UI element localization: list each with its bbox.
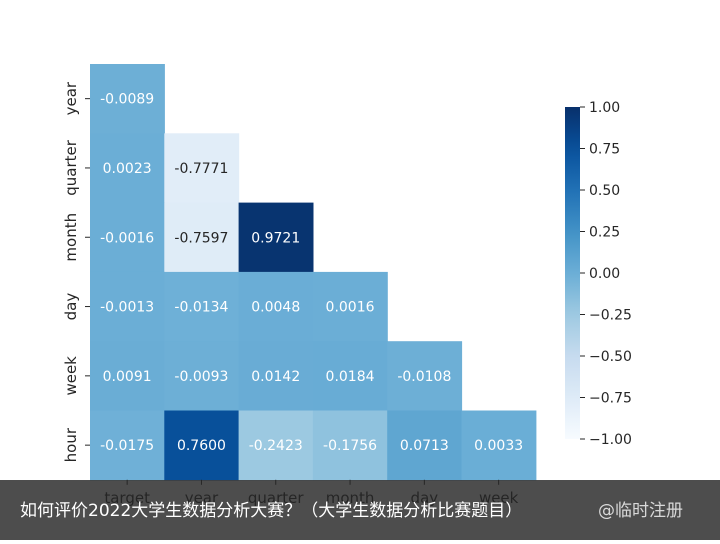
colorbar-tick-label: 0.50	[589, 183, 620, 199]
cell-value-label: -0.7597	[174, 230, 228, 246]
cell-value-label: -0.2423	[249, 438, 303, 454]
heatmap-cell	[312, 271, 388, 342]
heatmap-cell	[90, 202, 165, 273]
y-tick-label: month	[62, 213, 80, 262]
cell-value-label: 0.0023	[103, 161, 152, 177]
cell-value-label: 0.0184	[326, 369, 375, 385]
heatmap-cell	[90, 341, 165, 412]
cell-value-label: -0.7771	[174, 161, 228, 177]
cell-value-label: 0.0142	[251, 369, 300, 385]
caption-title: 如何评价2022大学生数据分析大赛？（大学生数据分析比赛题目）	[20, 501, 523, 521]
cell-value-label: -0.0089	[100, 92, 154, 108]
heatmap-cell	[164, 271, 240, 342]
cell-value-label: 0.9721	[251, 230, 300, 246]
cell-value-label: -0.0093	[174, 369, 228, 385]
heatmap-cell	[164, 410, 240, 481]
y-tick-label: quarter	[62, 139, 80, 195]
caption-banner: 如何评价2022大学生数据分析大赛？（大学生数据分析比赛题目） @临时注册	[0, 480, 720, 540]
heatmap-cell	[90, 410, 165, 481]
watermark: @临时注册	[598, 501, 683, 521]
cell-value-label: 0.0713	[400, 438, 449, 454]
heatmap-cell	[312, 341, 388, 412]
cell-value-label: 0.7600	[177, 438, 226, 454]
colorbar-tick-label: −0.50	[589, 349, 632, 365]
cell-value-label: 0.0016	[326, 300, 375, 316]
y-tick-label: year	[62, 81, 80, 115]
heatmap-cell	[312, 410, 388, 481]
heatmap-cell	[90, 64, 165, 134]
cell-value-label: -0.0108	[397, 369, 451, 385]
cell-value-label: -0.1756	[323, 438, 377, 454]
cell-value-label: 0.0048	[251, 300, 300, 316]
colorbar-tick-label: −1.00	[589, 432, 632, 448]
y-tick-label: week	[62, 356, 80, 396]
cell-value-label: 0.0091	[103, 369, 152, 385]
heatmap-cell	[164, 133, 240, 204]
heatmap-cell	[90, 133, 165, 204]
colorbar-tick-label: 0.25	[589, 225, 620, 241]
cell-value-label: -0.0013	[100, 300, 154, 316]
heatmap-cell	[387, 410, 463, 481]
colorbar-tick-label: −0.25	[589, 308, 632, 324]
heatmap-cell	[164, 202, 240, 273]
cell-value-label: 0.0033	[474, 438, 523, 454]
heatmap-cell	[387, 341, 463, 412]
heatmap-cell	[90, 271, 165, 342]
colorbar-tick-label: −0.75	[589, 391, 632, 407]
heatmap-cell	[238, 271, 314, 342]
heatmap-cell	[461, 410, 537, 481]
y-tick-label: hour	[62, 427, 80, 462]
cell-value-label: -0.0175	[100, 438, 154, 454]
heatmap-cell	[164, 341, 240, 412]
heatmap-cell	[238, 410, 314, 481]
cell-value-label: -0.0134	[174, 300, 228, 316]
colorbar-tick-label: 0.00	[589, 266, 620, 282]
y-tick-label: day	[62, 293, 80, 321]
colorbar	[565, 107, 580, 439]
heatmap-cell	[238, 341, 314, 412]
heatmap-cell	[238, 202, 314, 273]
cell-value-label: -0.0016	[100, 230, 154, 246]
colorbar-tick-label: 1.00	[589, 100, 620, 116]
colorbar-tick-label: 0.75	[589, 142, 620, 158]
